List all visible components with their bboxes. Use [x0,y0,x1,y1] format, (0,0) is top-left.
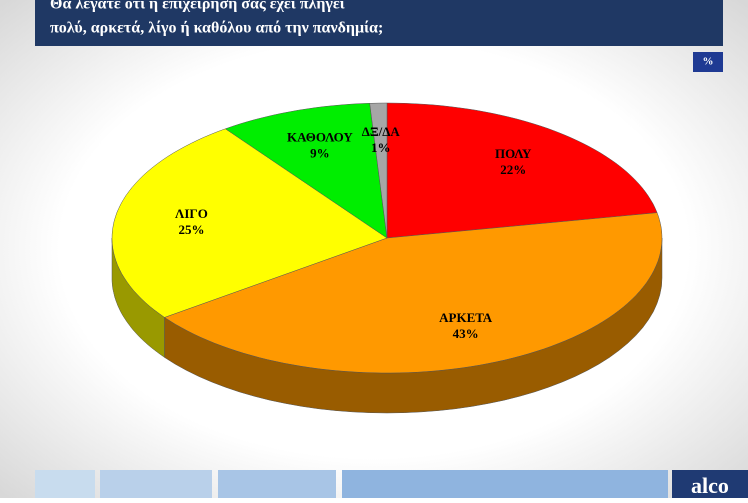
footer-block [218,470,336,498]
slice [369,102,388,239]
unit-badge: % [703,56,714,68]
value-label: 25% [178,222,204,237]
slice-label: ΑΡΚΕΤΑ [439,310,493,325]
title-line: Θα λέγατε ότι η επιχείρηση σας έχει πληγ… [50,0,345,13]
slice-label: ΛΙΓΟ [175,206,208,221]
unit-badge-box [693,52,723,72]
value-label: 43% [453,326,479,341]
value-label: 9% [310,146,330,161]
logo: alco [691,473,729,498]
title-bar [35,0,723,46]
logo-box [672,470,748,498]
value-label: 22% [500,162,526,177]
slice-label: ΠΟΛΥ [495,146,532,161]
value-label: 1% [371,140,391,155]
footer-block [100,470,212,498]
footer-block [342,470,668,498]
slice [163,212,663,374]
slice-label: ΔΞ/ΔΑ [362,124,401,139]
title-line: πολύ, αρκετά, λίγο ή καθόλου από την παν… [50,20,383,37]
slice [111,128,388,318]
slice [386,102,658,239]
footer-block [35,470,95,498]
slice [224,103,388,239]
slice-label: ΚΑΘΟΛΟΥ [287,130,353,145]
